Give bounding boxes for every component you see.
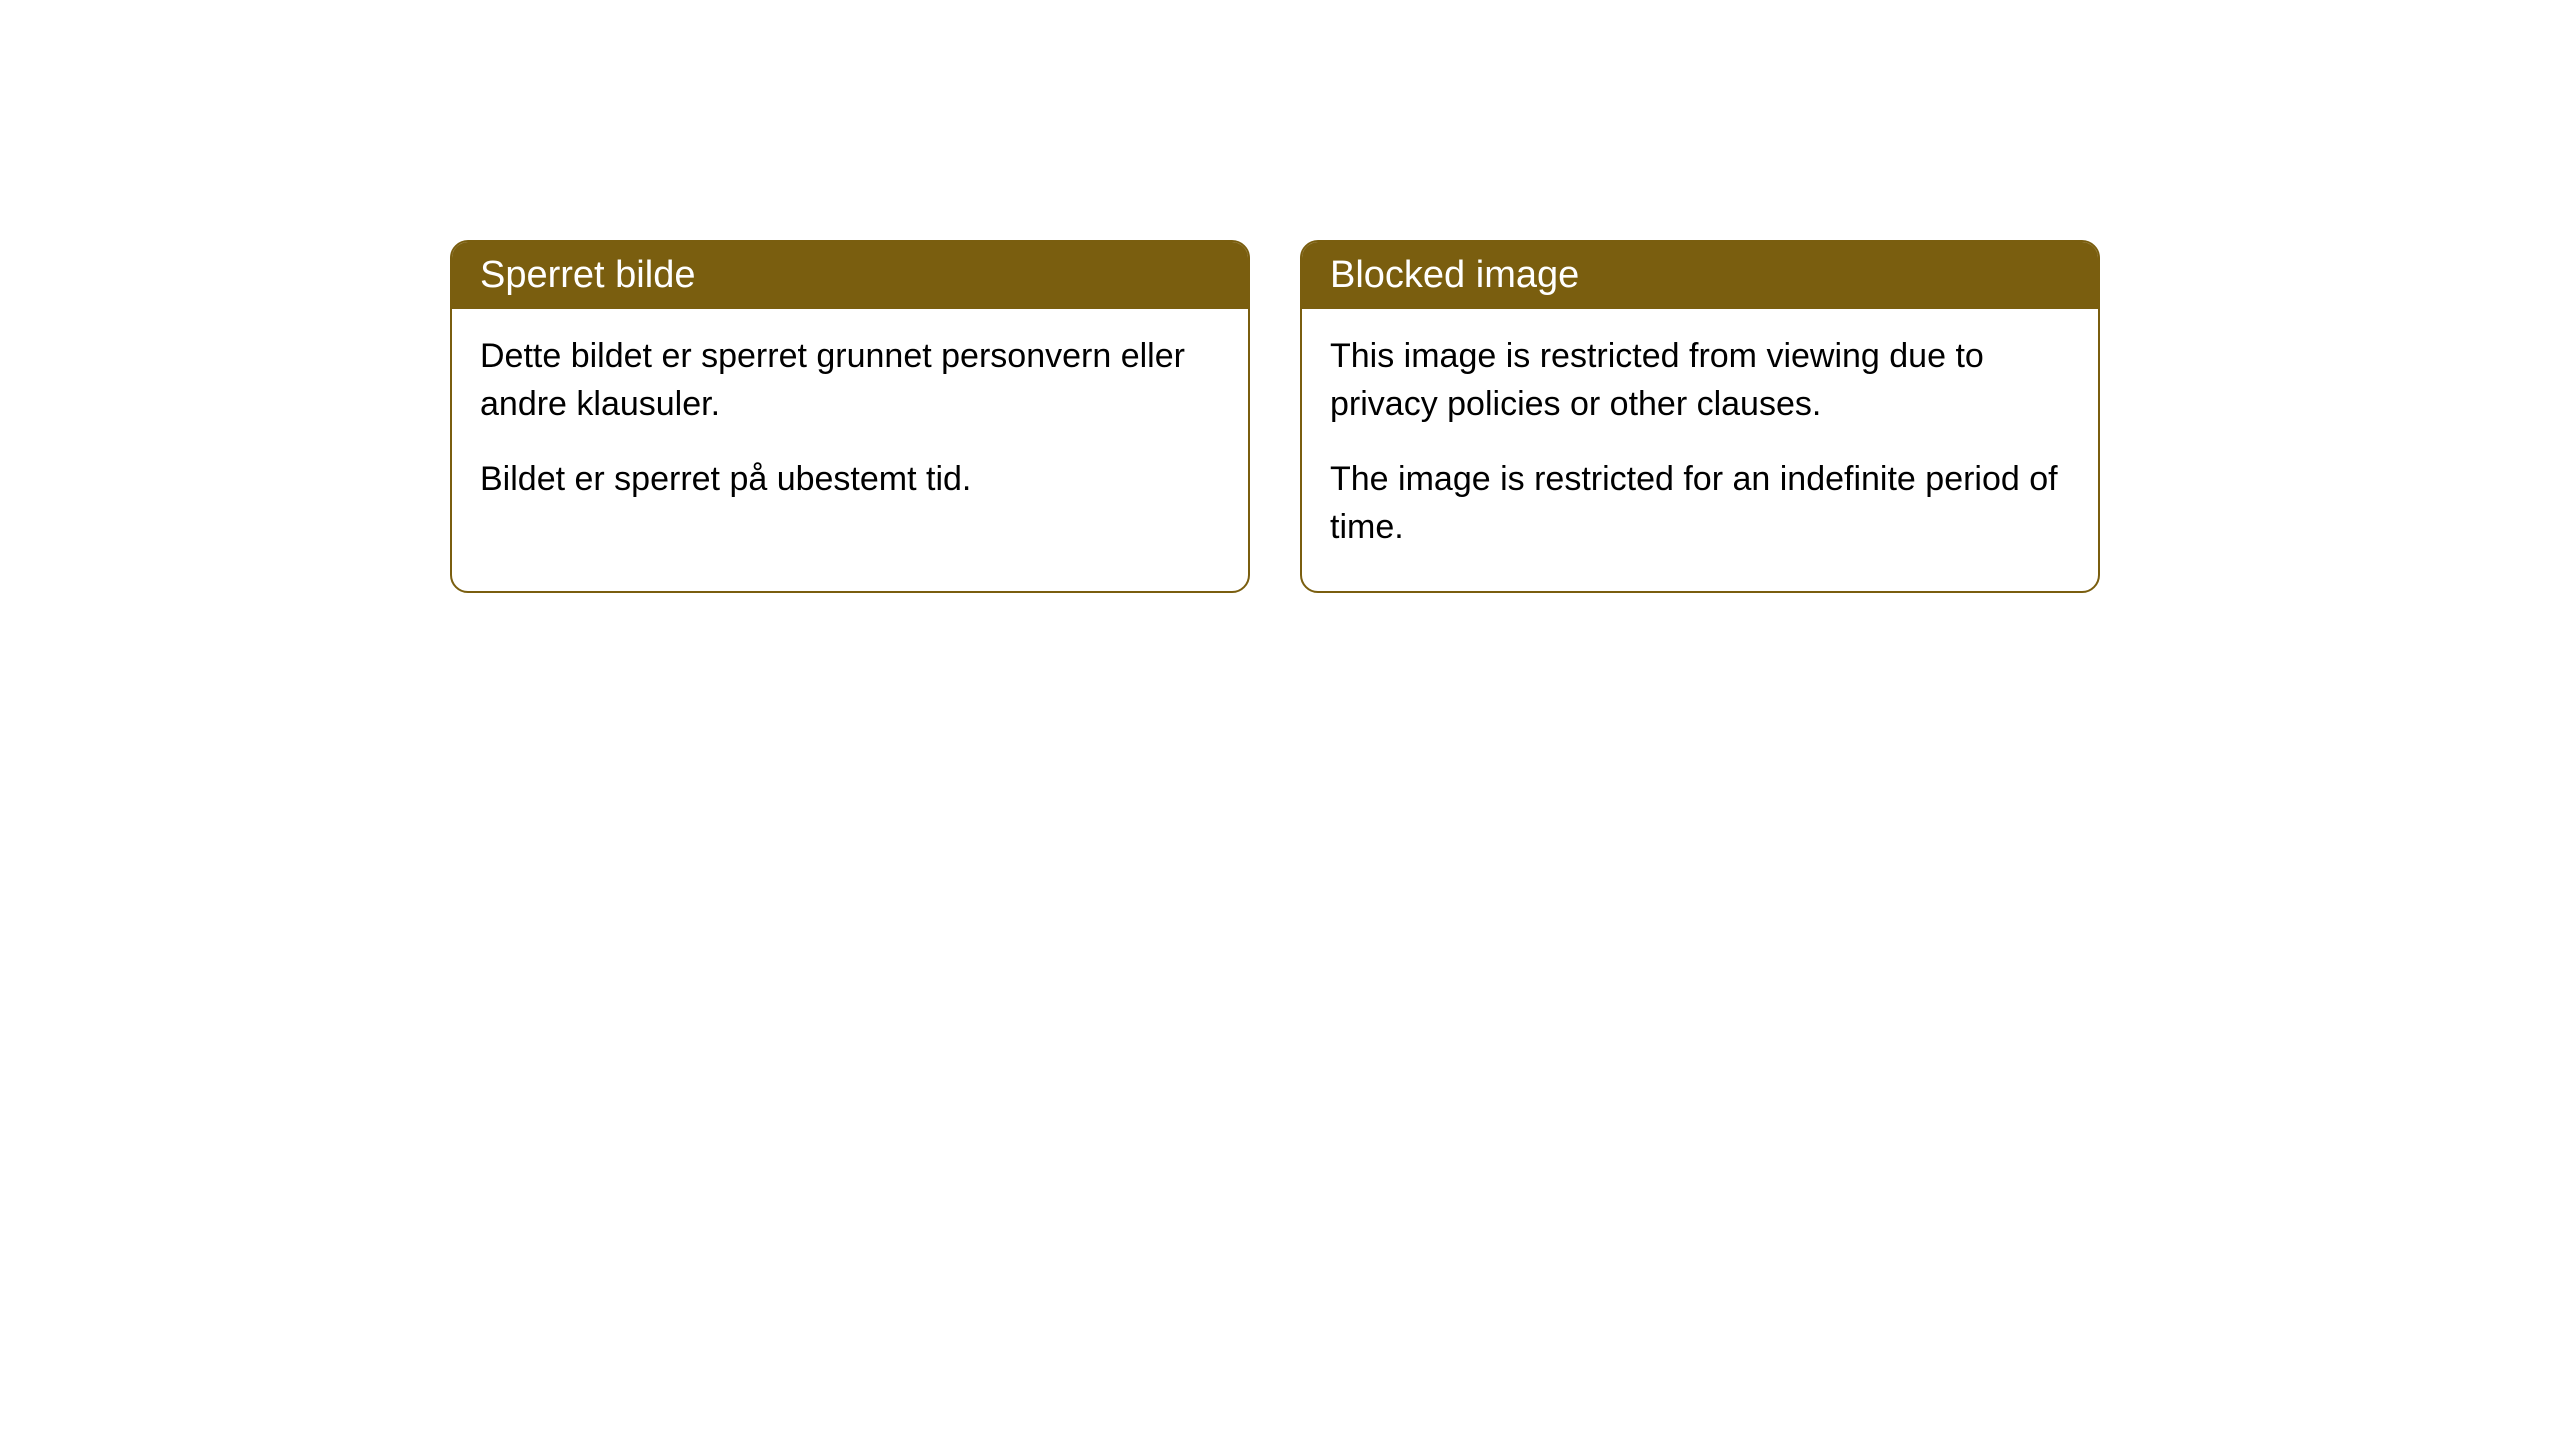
card-header-norwegian: Sperret bilde	[452, 242, 1248, 309]
card-paragraph-2: The image is restricted for an indefinit…	[1330, 456, 2070, 551]
notice-cards-container: Sperret bilde Dette bildet er sperret gr…	[0, 0, 2560, 593]
card-paragraph-1: Dette bildet er sperret grunnet personve…	[480, 333, 1220, 428]
notice-card-english: Blocked image This image is restricted f…	[1300, 240, 2100, 593]
card-paragraph-1: This image is restricted from viewing du…	[1330, 333, 2070, 428]
notice-card-norwegian: Sperret bilde Dette bildet er sperret gr…	[450, 240, 1250, 593]
card-title: Sperret bilde	[480, 254, 695, 296]
card-title: Blocked image	[1330, 254, 1579, 296]
card-body-norwegian: Dette bildet er sperret grunnet personve…	[452, 309, 1248, 544]
card-body-english: This image is restricted from viewing du…	[1302, 309, 2098, 591]
card-paragraph-2: Bildet er sperret på ubestemt tid.	[480, 456, 1220, 504]
card-header-english: Blocked image	[1302, 242, 2098, 309]
